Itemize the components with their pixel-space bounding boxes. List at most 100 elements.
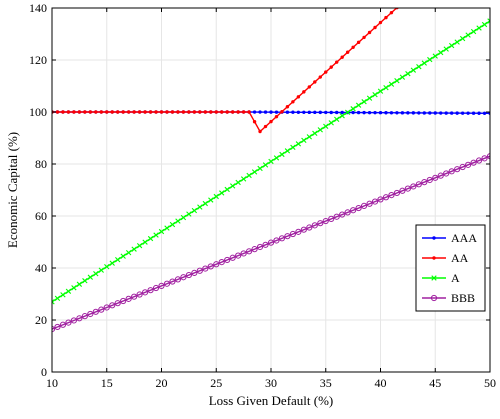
series-a-marker bbox=[432, 53, 438, 59]
series-bbb-marker bbox=[180, 274, 187, 281]
series-bbb-marker bbox=[54, 323, 61, 331]
series-bbb-marker bbox=[59, 321, 67, 328]
series-a-marker bbox=[268, 158, 274, 165]
series-aa-marker bbox=[274, 114, 279, 119]
x-tick-label: 35 bbox=[320, 376, 332, 390]
series-aa-marker bbox=[132, 110, 136, 114]
x-tick-label: 10 bbox=[46, 376, 58, 390]
series-bbb-marker bbox=[371, 198, 379, 205]
series-aaa-marker bbox=[373, 110, 377, 115]
series-aa-marker bbox=[220, 110, 224, 114]
series-bbb-marker bbox=[273, 237, 280, 244]
series-a-marker bbox=[339, 113, 345, 119]
series-a-marker bbox=[219, 190, 225, 196]
series-a-marker bbox=[301, 137, 307, 144]
series-bbb-marker bbox=[246, 248, 253, 255]
series-aa-marker bbox=[241, 110, 246, 114]
series-a-marker bbox=[284, 148, 291, 154]
series-a-marker bbox=[399, 74, 406, 80]
series-bbb-marker bbox=[191, 269, 198, 277]
series-aa-marker bbox=[137, 110, 142, 114]
series-aa-marker bbox=[143, 110, 147, 114]
series-a-marker bbox=[273, 155, 280, 161]
legend-a: A bbox=[422, 271, 460, 285]
series-aa-marker bbox=[230, 110, 235, 114]
series-aa-marker bbox=[313, 80, 317, 84]
series-aa-marker bbox=[296, 95, 301, 99]
series-a-marker bbox=[383, 85, 389, 91]
series-bbb-marker bbox=[284, 233, 291, 240]
series-a-marker bbox=[98, 267, 104, 273]
series-aa-marker bbox=[214, 110, 218, 114]
series-a-marker bbox=[158, 228, 165, 235]
series-aa-marker bbox=[373, 25, 377, 30]
series-aaa-marker bbox=[460, 111, 465, 115]
series-a-marker bbox=[388, 81, 395, 87]
series-bbb-marker bbox=[141, 289, 149, 296]
series-a-marker bbox=[421, 60, 427, 66]
series-aaa-marker bbox=[449, 111, 454, 115]
series-aaa-marker bbox=[400, 111, 405, 115]
series-a-marker bbox=[131, 246, 137, 252]
series-a-marker bbox=[377, 88, 384, 94]
series-a-marker bbox=[115, 256, 121, 263]
series-a-marker bbox=[454, 39, 460, 45]
series-aa-marker bbox=[165, 110, 169, 114]
y-tick-label: 60 bbox=[35, 209, 47, 223]
series-a-marker bbox=[306, 134, 313, 140]
series-a-marker bbox=[191, 207, 198, 214]
series-bbb-marker bbox=[470, 159, 477, 166]
series-aaa-marker bbox=[307, 110, 312, 115]
series-bbb-marker bbox=[426, 176, 433, 184]
series-aa-marker bbox=[121, 110, 125, 114]
series-aa-marker bbox=[285, 105, 290, 109]
series-aa-marker bbox=[192, 110, 197, 114]
series-aaa-marker bbox=[389, 111, 394, 115]
series-aa-marker bbox=[345, 50, 350, 54]
series-bbb-marker bbox=[382, 194, 390, 201]
series-a-marker bbox=[465, 32, 471, 38]
series-aa-marker bbox=[159, 110, 164, 114]
series-bbb-marker bbox=[322, 217, 329, 225]
series-aaa-marker bbox=[313, 110, 317, 115]
series-a-marker bbox=[487, 18, 490, 24]
series-a-marker bbox=[344, 109, 351, 115]
y-tick-label: 100 bbox=[29, 105, 47, 119]
series-bbb-marker bbox=[120, 297, 127, 305]
series-aa-marker bbox=[252, 120, 257, 124]
series-a-marker bbox=[235, 179, 241, 186]
series-a-marker bbox=[109, 260, 115, 266]
series-bbb-marker bbox=[311, 222, 318, 229]
x-tick-label: 15 bbox=[101, 376, 113, 390]
series-bbb-marker bbox=[103, 304, 110, 311]
series-bbb-marker bbox=[333, 213, 340, 220]
series-a-marker bbox=[317, 127, 323, 133]
series-aa bbox=[52, 8, 399, 134]
series-a-marker bbox=[186, 211, 192, 217]
series-a-marker bbox=[361, 99, 367, 105]
series-a-marker bbox=[443, 46, 449, 52]
x-tick-label: 20 bbox=[156, 376, 168, 390]
series-bbb-marker bbox=[344, 209, 351, 216]
series-bbb-marker bbox=[70, 317, 78, 324]
series-a-marker bbox=[208, 197, 214, 203]
series-a-marker bbox=[71, 285, 77, 291]
series-a-marker bbox=[350, 106, 356, 112]
series-aa-marker bbox=[269, 119, 273, 124]
series-bbb-marker bbox=[147, 287, 154, 294]
series-a-marker bbox=[175, 218, 181, 224]
series-bbb-marker bbox=[278, 235, 286, 242]
x-tick-label: 40 bbox=[375, 376, 387, 390]
y-tick-label: 20 bbox=[35, 313, 47, 327]
series-bbb-marker bbox=[399, 187, 406, 194]
y-tick-label: 0 bbox=[41, 365, 47, 379]
series-aa-marker bbox=[170, 110, 175, 114]
series-aa-marker bbox=[389, 10, 394, 15]
series-bbb-marker bbox=[65, 319, 72, 326]
series-aaa-marker bbox=[329, 110, 333, 115]
legend-a-marker bbox=[431, 275, 437, 281]
series-aaa-marker bbox=[411, 111, 416, 115]
series-bbb-marker bbox=[218, 259, 225, 266]
